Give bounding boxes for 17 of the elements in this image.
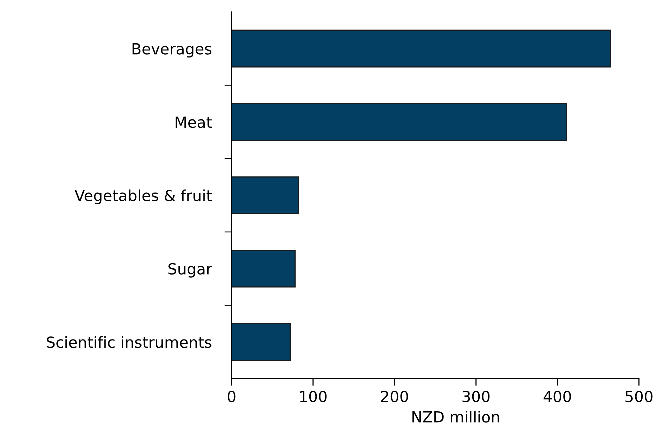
x-axis-title: NZD million <box>412 411 500 423</box>
y-tick-label: Vegetables & fruit <box>74 190 212 204</box>
y-tick-label: Meat <box>176 116 212 128</box>
bar <box>232 323 292 362</box>
x-tick-label: 200 <box>381 390 408 403</box>
x-tick-label: 500 <box>626 390 653 403</box>
x-tick-label: 300 <box>462 390 490 403</box>
bar <box>232 250 296 288</box>
bar <box>232 30 612 68</box>
y-tick-label: Beverages <box>132 43 212 58</box>
y-tick-label: Scientific instruments <box>47 336 212 348</box>
x-tick-label: 400 <box>544 390 572 403</box>
x-tick-label: 0 <box>228 390 236 403</box>
bar <box>232 176 300 214</box>
x-tick-label: 100 <box>300 390 327 403</box>
bar <box>232 103 568 142</box>
y-tick-label: Sugar <box>168 263 212 278</box>
